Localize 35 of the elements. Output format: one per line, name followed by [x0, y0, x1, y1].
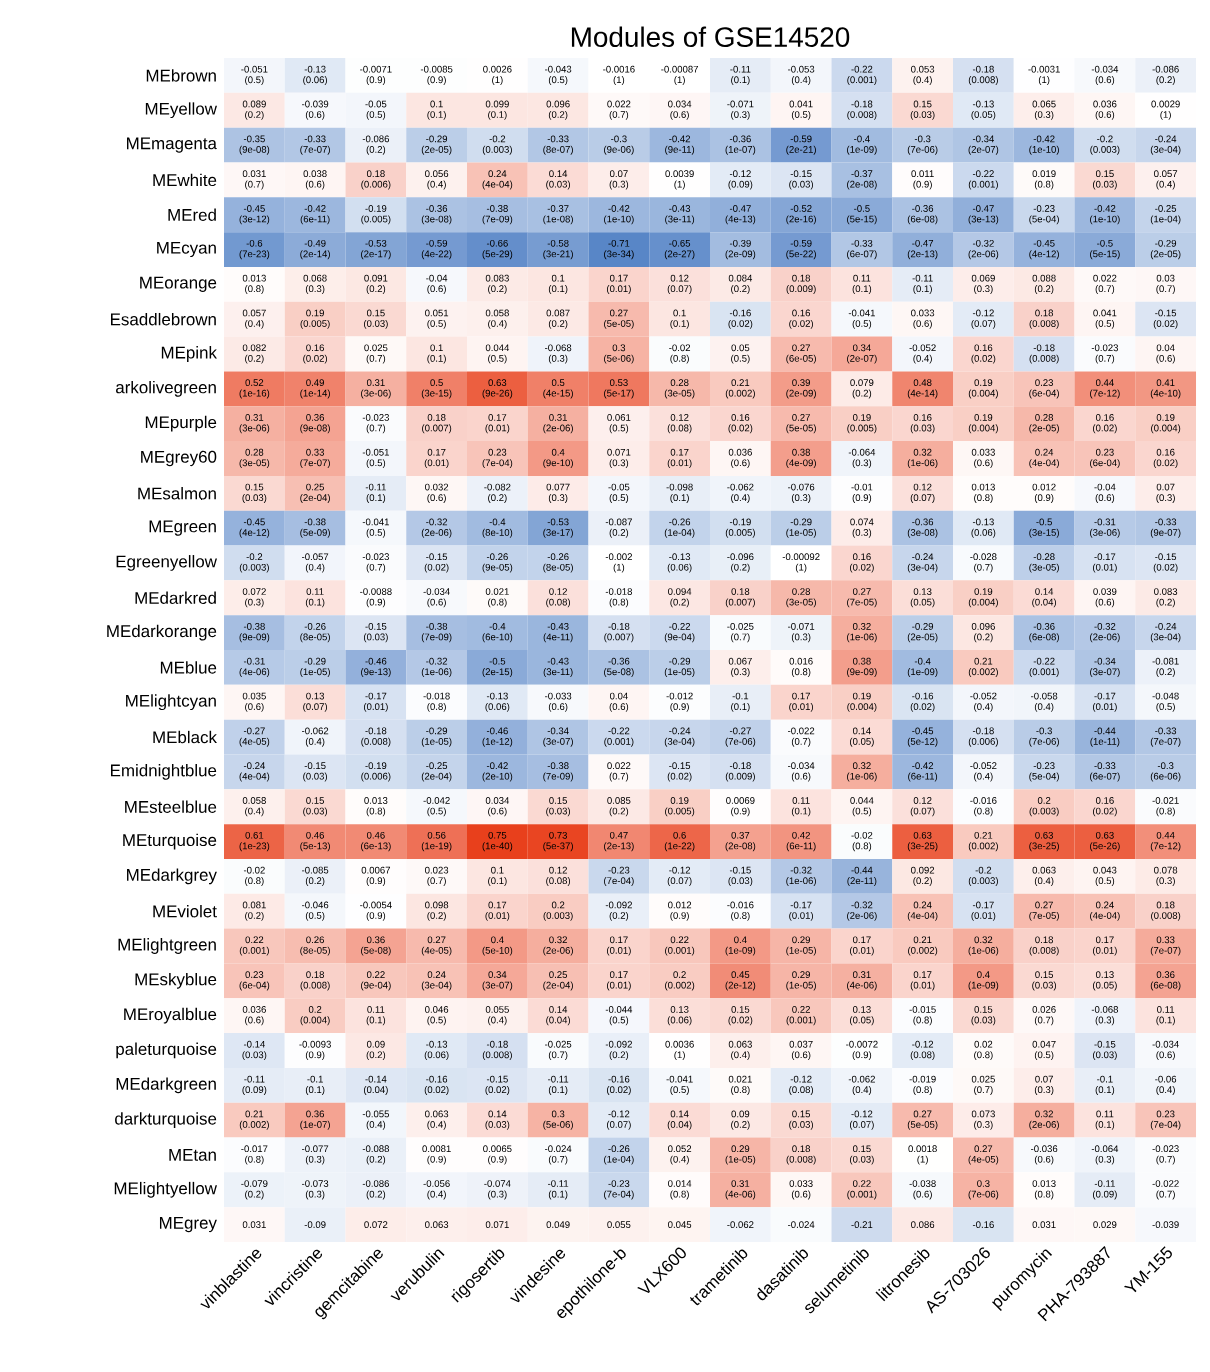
y-tick-label: MEwhite: [153, 173, 217, 187]
y-tick-label: Esaddlebrown: [111, 312, 216, 326]
y-tick-label: darkturquoise: [115, 1112, 217, 1129]
chart-title: Modules of GSE14520: [571, 26, 850, 48]
y-tick-label: MEgrey: [159, 1217, 217, 1233]
y-tick-label: MEroyalblue: [124, 1007, 217, 1024]
y-tick-label: MEdarkred: [135, 591, 216, 604]
y-tick-label: MEorange: [140, 276, 217, 292]
y-tick-label: MEmagenta: [127, 137, 217, 153]
y-tick-label: MElightyellow: [114, 1181, 217, 1198]
y-tick-label: Emidnightblue: [111, 763, 217, 780]
y-tick-label: paleturquoise: [116, 1042, 217, 1059]
y-tick-label: MEyellow: [145, 102, 217, 119]
y-tick-label: MEdarkgrey: [127, 868, 217, 885]
y-tick-label: MEtan: [169, 1149, 216, 1161]
y-tick-label: MEpink: [161, 346, 217, 362]
y-tick-label: MEblue: [160, 661, 217, 674]
y-tick-label: MEgrey60: [141, 450, 217, 467]
y-tick-label: MEdarkorange: [107, 624, 217, 641]
y-tick-label: MEturquoise: [123, 833, 217, 850]
y-tick-label: MEblack: [153, 730, 217, 744]
y-tick-label: MElightcyan: [126, 694, 216, 711]
y-tick-label: MEgreen: [149, 520, 216, 536]
y-tick-label: MEdarkgreen: [116, 1077, 216, 1094]
y-tick-label: MEbrown: [146, 69, 216, 82]
y-tick-label: MEpurple: [145, 415, 217, 432]
y-tick-label: MEsteelblue: [125, 800, 217, 813]
y-tick-label: MEsalmon: [138, 487, 216, 500]
y-tick-label: Egreenyellow: [116, 555, 217, 571]
y-tick-label: MEred: [168, 208, 216, 221]
y-tick-label: MEcyan: [157, 241, 216, 258]
y-tick-label: MEskyblue: [135, 972, 217, 989]
y-tick-label: MEviolet: [153, 904, 217, 918]
y-tick-label: MElightgreen: [118, 938, 216, 954]
y-tick-label: arkolivegreen: [116, 380, 216, 397]
